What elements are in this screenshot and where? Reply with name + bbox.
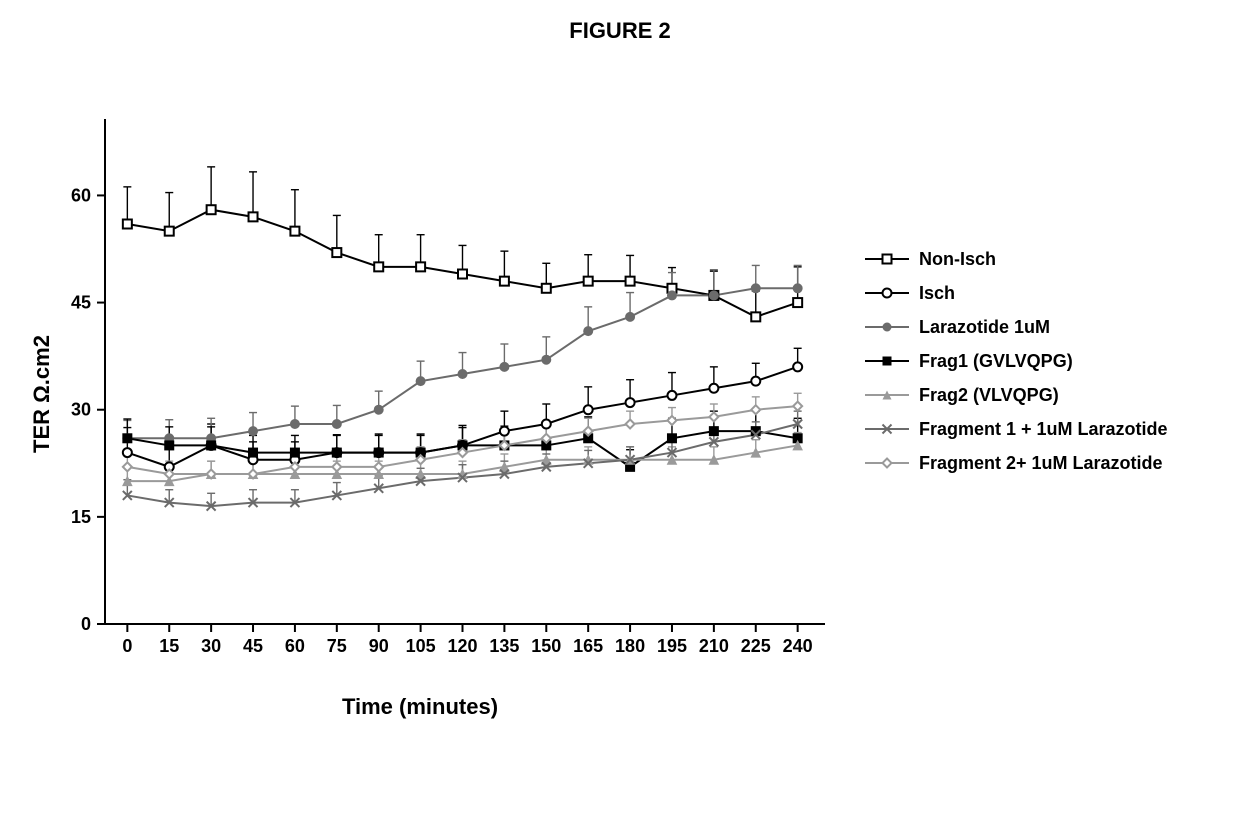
svg-text:90: 90 — [369, 636, 389, 656]
legend-swatch-frag2 — [865, 385, 909, 405]
svg-text:165: 165 — [573, 636, 603, 656]
legend-item-frag2_laz: Fragment 2+ 1uM Larazotide — [865, 446, 1168, 480]
svg-text:225: 225 — [741, 636, 771, 656]
legend-label-isch: Isch — [919, 283, 955, 304]
legend-item-frag1: Frag1 (GVLVQPG) — [865, 344, 1168, 378]
legend-label-non_isch: Non-Isch — [919, 249, 996, 270]
legend-swatch-non_isch — [865, 249, 909, 269]
svg-text:105: 105 — [406, 636, 436, 656]
svg-text:240: 240 — [783, 636, 813, 656]
errorbars-larazotide — [123, 265, 801, 438]
legend-swatch-larazotide — [865, 317, 909, 337]
legend-swatch-frag1_laz — [865, 419, 909, 439]
svg-text:0: 0 — [122, 636, 132, 656]
legend-swatch-frag2_laz — [865, 453, 909, 473]
legend-label-frag1_laz: Fragment 1 + 1uM Larazotide — [919, 419, 1168, 440]
svg-text:210: 210 — [699, 636, 729, 656]
legend-item-larazotide: Larazotide 1uM — [865, 310, 1168, 344]
legend-swatch-isch — [865, 283, 909, 303]
legend-item-non_isch: Non-Isch — [865, 242, 1168, 276]
legend-label-frag2_laz: Fragment 2+ 1uM Larazotide — [919, 453, 1163, 474]
svg-text:15: 15 — [159, 636, 179, 656]
svg-text:180: 180 — [615, 636, 645, 656]
errorbars-frag1 — [123, 411, 801, 467]
svg-text:75: 75 — [327, 636, 347, 656]
legend: Non-Isch Isch Larazotide 1uM Frag1 (GVLVQPG… — [865, 242, 1168, 480]
x-axis-label: Time (minutes) — [342, 694, 498, 720]
legend-swatch-frag1 — [865, 351, 909, 371]
errorbars-non_isch — [123, 167, 801, 317]
legend-label-frag1: Frag1 (GVLVQPG) — [919, 351, 1073, 372]
svg-text:0: 0 — [81, 614, 91, 634]
svg-text:30: 30 — [201, 636, 221, 656]
chart-container: 0 15 30 45 60 0 15 30 45 60 75 90 105 120 135 150 165 180… — [0, 44, 1240, 764]
svg-text:45: 45 — [243, 636, 263, 656]
svg-text:30: 30 — [71, 400, 91, 420]
legend-label-frag2: Frag2 (VLVQPG) — [919, 385, 1059, 406]
svg-text:135: 135 — [489, 636, 519, 656]
svg-text:120: 120 — [447, 636, 477, 656]
legend-item-frag1_laz: Fragment 1 + 1uM Larazotide — [865, 412, 1168, 446]
y-axis-label: TER Ω.cm2 — [29, 335, 55, 453]
svg-text:150: 150 — [531, 636, 561, 656]
legend-item-frag2: Frag2 (VLVQPG) — [865, 378, 1168, 412]
legend-item-isch: Isch — [865, 276, 1168, 310]
svg-text:45: 45 — [71, 293, 91, 313]
svg-text:15: 15 — [71, 507, 91, 527]
figure-title: FIGURE 2 — [0, 0, 1240, 44]
svg-text:60: 60 — [71, 185, 91, 205]
svg-text:60: 60 — [285, 636, 305, 656]
svg-text:195: 195 — [657, 636, 687, 656]
legend-label-larazotide: Larazotide 1uM — [919, 317, 1050, 338]
